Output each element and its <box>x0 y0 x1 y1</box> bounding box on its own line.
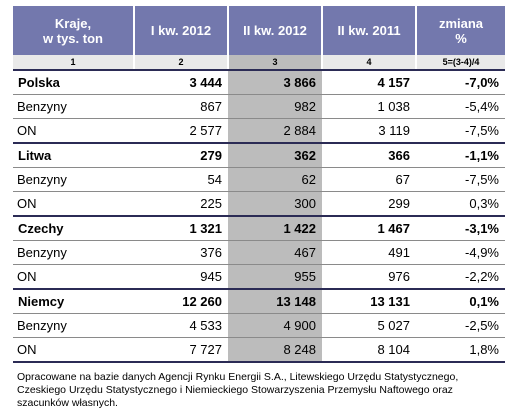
cell-q2-2012: 467 <box>228 240 322 265</box>
table-row: ON 2 577 2 884 3 119 -7,5% <box>13 118 505 144</box>
cell-q2-2012: 2 884 <box>228 118 322 144</box>
row-name: ON <box>13 337 134 363</box>
cell-q2-2011: 299 <box>322 191 416 217</box>
colnum-4: 4 <box>321 55 416 71</box>
cell-q2-2012: 4 900 <box>228 313 322 338</box>
cell-q2-2011: 13 131 <box>322 289 416 314</box>
cell-change: -7,5% <box>416 167 505 192</box>
cell-q2-2012: 62 <box>228 167 322 192</box>
header-q1-2012: I kw. 2012 <box>133 6 228 55</box>
header-q2-2012: II kw. 2012 <box>227 6 322 55</box>
cell-change: -2,5% <box>416 313 505 338</box>
cell-change: -5,4% <box>416 94 505 119</box>
column-number-row: 1 2 3 4 5=(3-4)/4 <box>13 55 505 71</box>
header-country: Kraje, w tys. ton <box>13 6 134 55</box>
cell-q1-2012: 279 <box>134 143 228 168</box>
cell-q2-2012: 362 <box>228 143 322 168</box>
fuel-consumption-table: Kraje, w tys. ton I kw. 2012 II kw. 2012 … <box>13 6 505 363</box>
cell-q1-2012: 2 577 <box>134 118 228 144</box>
table-body: Polska 3 444 3 866 4 157 -7,0% Benzyny 867 982 1… <box>13 70 505 363</box>
cell-q2-2012: 8 248 <box>228 337 322 363</box>
cell-q2-2011: 3 119 <box>322 118 416 144</box>
row-name: Benzyny <box>13 167 134 192</box>
table-row: ON 225 300 299 0,3% <box>13 191 505 217</box>
header-row: Kraje, w tys. ton I kw. 2012 II kw. 2012 … <box>13 6 505 55</box>
cell-q2-2012: 982 <box>228 94 322 119</box>
colnum-2: 2 <box>133 55 228 71</box>
table-row: Benzyny 4 533 4 900 5 027 -2,5% <box>13 313 505 338</box>
cell-change: -3,1% <box>416 216 505 241</box>
table-row: ON 7 727 8 248 8 104 1,8% <box>13 337 505 363</box>
header-change-line2: % <box>455 30 467 46</box>
source-note: Opracowane na bazie danych Agencji Rynku… <box>17 371 459 409</box>
cell-change: -7,5% <box>416 118 505 144</box>
cell-q1-2012: 867 <box>134 94 228 119</box>
cell-q1-2012: 4 533 <box>134 313 228 338</box>
cell-q1-2012: 1 321 <box>134 216 228 241</box>
table-row: Czechy 1 321 1 422 1 467 -3,1% <box>13 216 505 241</box>
header-country-line1: Kraje, <box>54 15 92 31</box>
table-row: Benzyny 376 467 491 -4,9% <box>13 240 505 265</box>
cell-q2-2012: 3 866 <box>228 70 322 95</box>
row-name: ON <box>13 191 134 217</box>
cell-q1-2012: 7 727 <box>134 337 228 363</box>
cell-q2-2011: 4 157 <box>322 70 416 95</box>
row-name: Czechy <box>13 216 134 241</box>
table-row: Niemcy 12 260 13 148 13 131 0,1% <box>13 289 505 314</box>
table-row: Benzyny 867 982 1 038 -5,4% <box>13 94 505 119</box>
cell-q2-2012: 13 148 <box>228 289 322 314</box>
cell-change: 0,1% <box>416 289 505 314</box>
row-name: Niemcy <box>13 289 134 314</box>
cell-q1-2012: 3 444 <box>134 70 228 95</box>
cell-q2-2012: 1 422 <box>228 216 322 241</box>
cell-q2-2012: 955 <box>228 264 322 290</box>
cell-q1-2012: 225 <box>134 191 228 217</box>
row-name: Benzyny <box>13 313 134 338</box>
cell-change: 0,3% <box>416 191 505 217</box>
cell-q2-2011: 1 467 <box>322 216 416 241</box>
header-change-line1: zmiana <box>438 15 484 31</box>
cell-q2-2011: 5 027 <box>322 313 416 338</box>
cell-q1-2012: 12 260 <box>134 289 228 314</box>
row-name: Benzyny <box>13 240 134 265</box>
row-name: ON <box>13 118 134 144</box>
row-name: ON <box>13 264 134 290</box>
header-q2-2011: II kw. 2011 <box>321 6 416 55</box>
row-name: Benzyny <box>13 94 134 119</box>
cell-change: -1,1% <box>416 143 505 168</box>
row-name: Litwa <box>13 143 134 168</box>
cell-q2-2011: 366 <box>322 143 416 168</box>
cell-change: -4,9% <box>416 240 505 265</box>
table-row: Benzyny 54 62 67 -7,5% <box>13 167 505 192</box>
cell-q1-2012: 376 <box>134 240 228 265</box>
table-row: Litwa 279 362 366 -1,1% <box>13 143 505 168</box>
cell-q1-2012: 54 <box>134 167 228 192</box>
cell-change: -2,2% <box>416 264 505 290</box>
cell-q2-2011: 491 <box>322 240 416 265</box>
cell-q2-2012: 300 <box>228 191 322 217</box>
colnum-1: 1 <box>13 55 134 71</box>
cell-q1-2012: 945 <box>134 264 228 290</box>
cell-q2-2011: 67 <box>322 167 416 192</box>
cell-change: -7,0% <box>416 70 505 95</box>
row-name: Polska <box>13 70 134 95</box>
table-row: ON 945 955 976 -2,2% <box>13 264 505 290</box>
cell-change: 1,8% <box>416 337 505 363</box>
cell-q2-2011: 976 <box>322 264 416 290</box>
cell-q2-2011: 8 104 <box>322 337 416 363</box>
header-country-line2: w tys. ton <box>43 30 103 46</box>
data-table-container: Kraje, w tys. ton I kw. 2012 II kw. 2012 … <box>13 6 505 410</box>
colnum-3: 3 <box>227 55 322 71</box>
header-change: zmiana% <box>415 6 505 55</box>
table-row: Polska 3 444 3 866 4 157 -7,0% <box>13 70 505 95</box>
cell-q2-2011: 1 038 <box>322 94 416 119</box>
colnum-5: 5=(3-4)/4 <box>415 55 505 71</box>
